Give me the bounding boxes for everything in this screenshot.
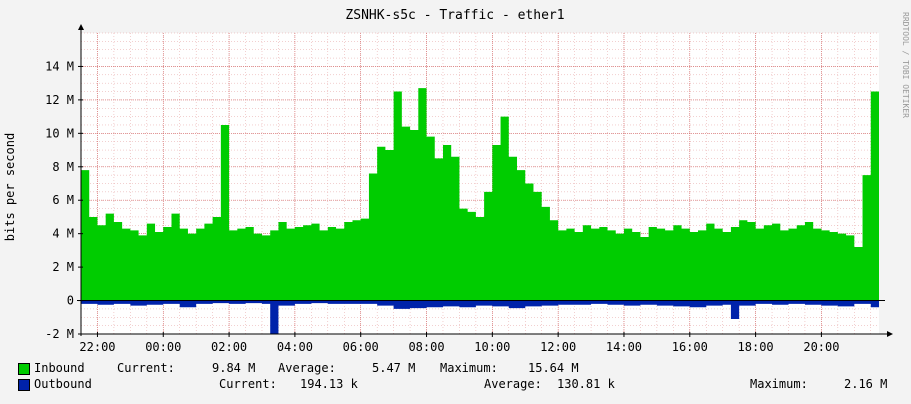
outbound-maximum-label: Maximum: xyxy=(750,377,808,391)
series-area-inbound xyxy=(81,88,879,301)
x-tick-label: 18:00 xyxy=(738,340,774,354)
outbound-current-label: Current: xyxy=(219,377,277,391)
inbound-average-value: 5.47 M xyxy=(372,361,416,375)
inbound-average-label: Average: xyxy=(278,361,336,375)
y-tick-label: 8 M xyxy=(52,160,74,174)
inbound-maximum-value: 15.64 M xyxy=(528,361,579,375)
x-tick-label: 20:00 xyxy=(803,340,839,354)
y-tick-label: 6 M xyxy=(52,193,74,207)
watermark: RRDTOOL / TOBI OETIKER xyxy=(901,12,910,118)
outbound-average-value: 130.81 k xyxy=(557,377,615,391)
y-tick-label: 2 M xyxy=(52,260,74,274)
x-axis-arrow xyxy=(887,331,893,337)
y-axis-label: bits per second xyxy=(3,133,17,241)
x-tick-label: 16:00 xyxy=(672,340,708,354)
axes xyxy=(77,24,893,337)
outbound-average-label: Average: xyxy=(484,377,542,391)
x-tick-label: 22:00 xyxy=(79,340,115,354)
x-tick-label: 10:00 xyxy=(474,340,510,354)
x-tick-label: 08:00 xyxy=(408,340,444,354)
y-tick-label: 4 M xyxy=(52,227,74,241)
outbound-current-value: 194.13 k xyxy=(300,377,358,391)
outbound-maximum-value: 2.16 M xyxy=(844,377,888,391)
tick-labels: -2 M 0 2 M 4 M 6 M 8 M 10 M 12 M 14 M 22:00 00:00 0… xyxy=(45,59,839,354)
inbound-maximum-label: Maximum: xyxy=(440,361,498,375)
x-tick-label: 00:00 xyxy=(145,340,181,354)
x-tick-label: 06:00 xyxy=(343,340,379,354)
x-tick-label: 14:00 xyxy=(606,340,642,354)
outbound-swatch xyxy=(18,379,30,391)
series-layer xyxy=(81,88,879,334)
y-tick-label: 14 M xyxy=(45,59,74,73)
x-tick-label: 02:00 xyxy=(211,340,247,354)
y-tick-label: 12 M xyxy=(45,93,74,107)
outbound-legend-name: Outbound xyxy=(34,377,92,391)
inbound-current-value: 9.84 M xyxy=(212,361,256,375)
y-tick-label: 10 M xyxy=(45,126,74,140)
y-tick-label: -2 M xyxy=(45,327,74,341)
chart-title: ZSNHK-s5c - Traffic - ether1 xyxy=(345,8,564,23)
x-tick-label: 04:00 xyxy=(277,340,313,354)
inbound-swatch xyxy=(18,363,30,375)
inbound-current-label: Current: xyxy=(117,361,175,375)
x-tick-label: 12:00 xyxy=(540,340,576,354)
y-axis-arrow xyxy=(78,24,84,30)
inbound-legend-name: Inbound xyxy=(34,361,85,375)
series-area-outbound xyxy=(81,300,879,334)
y-tick-label: 0 xyxy=(67,294,74,308)
